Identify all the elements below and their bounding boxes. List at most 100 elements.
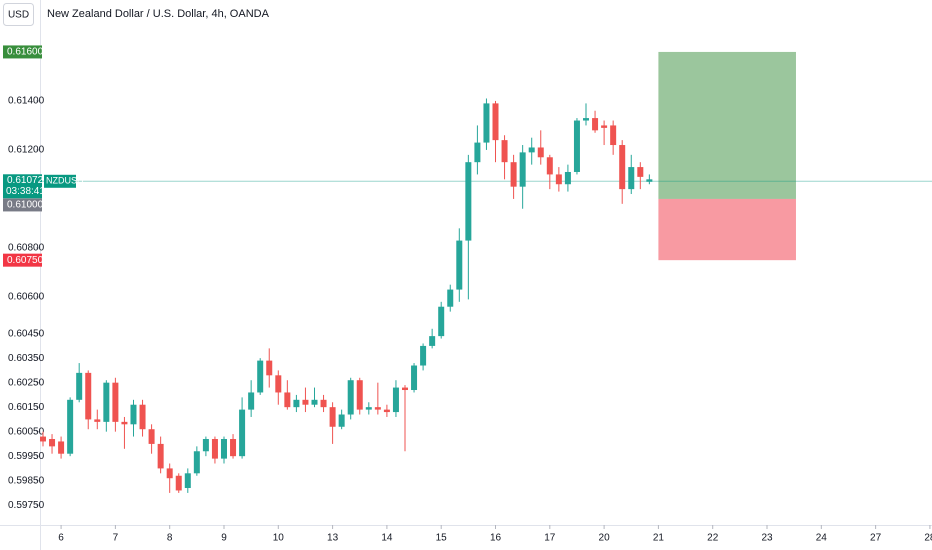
- candle-body: [248, 392, 255, 410]
- candle-body: [628, 167, 635, 190]
- candle-body: [365, 407, 372, 410]
- y-tick-label: 0.59850: [8, 475, 45, 486]
- last-price-label: 0.61072: [7, 175, 44, 186]
- candle-body: [67, 399, 74, 454]
- candle-body: [401, 387, 408, 391]
- candle-body: [184, 473, 191, 489]
- y-tick-label: 0.61400: [8, 96, 45, 107]
- candle-body: [166, 468, 173, 479]
- y-tick-label: 0.60150: [8, 402, 45, 413]
- x-tick-label: 6: [58, 533, 64, 544]
- entry-price-label: 0.61000: [7, 200, 44, 211]
- candle-body: [619, 145, 626, 190]
- target-price-label: 0.61600: [7, 47, 44, 58]
- candle-body: [456, 240, 463, 290]
- candle-body: [592, 118, 599, 131]
- last-price-box: [3, 174, 42, 199]
- candle-body: [284, 392, 291, 408]
- candle-body: [275, 375, 282, 393]
- candle-body: [537, 147, 544, 158]
- currency-box[interactable]: [3, 3, 34, 26]
- candle-body: [239, 409, 246, 457]
- x-tick-label: 24: [816, 533, 828, 544]
- y-tick-label: 0.60800: [8, 243, 45, 254]
- candle-body: [121, 421, 128, 425]
- y-tick-label: 0.59950: [8, 451, 45, 462]
- candle-body: [429, 336, 436, 346]
- y-tick-label: 0.60600: [8, 292, 45, 303]
- candle-body: [510, 162, 517, 187]
- x-tick-label: 20: [599, 533, 611, 544]
- stop-price-label-box: [3, 253, 42, 267]
- candle-body: [257, 360, 264, 393]
- candle-body: [157, 443, 164, 469]
- candle-body: [211, 439, 218, 459]
- x-tick-label: 7: [113, 533, 119, 544]
- candle-body: [85, 372, 92, 420]
- candle-body: [610, 125, 617, 146]
- candle-body: [175, 475, 182, 491]
- candle-body: [202, 439, 209, 452]
- candle-body: [49, 439, 56, 447]
- candle-body: [220, 439, 227, 459]
- profit-zone: [658, 51, 796, 199]
- candle-body: [637, 167, 644, 177]
- x-tick-label: 9: [221, 533, 227, 544]
- target-price-label-box: [3, 45, 42, 59]
- candle-body: [130, 404, 137, 425]
- candle-body: [601, 125, 608, 128]
- candle-body: [230, 439, 237, 457]
- candle-body: [411, 365, 418, 391]
- x-tick-label: 21: [653, 533, 665, 544]
- candle-body: [302, 399, 309, 405]
- candle-body: [58, 441, 65, 454]
- candle-body: [103, 382, 110, 422]
- candle-body: [374, 407, 381, 410]
- y-tick-label: 0.60050: [8, 426, 45, 437]
- y-tick-label: 0.59750: [8, 500, 45, 511]
- candle-body: [356, 380, 363, 410]
- candle-body: [392, 387, 399, 413]
- candle-body: [492, 103, 499, 141]
- candle-body: [519, 152, 526, 187]
- x-tick-label: 16: [490, 533, 502, 544]
- candle-body: [266, 360, 273, 376]
- candle-body: [112, 382, 119, 422]
- x-tick-label: 17: [544, 533, 556, 544]
- x-tick-label: 14: [381, 533, 393, 544]
- candle-body: [465, 162, 472, 241]
- x-tick-label: 10: [273, 533, 285, 544]
- candle-body: [564, 171, 571, 185]
- y-tick-label: 0.60250: [8, 377, 45, 388]
- candle-body: [94, 419, 101, 422]
- x-tick-label: 28: [924, 533, 932, 544]
- x-tick-label: 8: [167, 533, 173, 544]
- candle-body: [76, 372, 83, 400]
- candle-body: [438, 306, 445, 337]
- stop-price-label: 0.60750: [7, 255, 44, 266]
- symbol-label: NZDUSD: [46, 176, 84, 186]
- candle-body: [347, 380, 354, 415]
- candle-body: [646, 179, 653, 182]
- candle-body: [139, 404, 146, 430]
- x-tick-label: 22: [707, 533, 719, 544]
- candle-body: [546, 157, 553, 175]
- candle-body: [383, 409, 390, 413]
- candle-body: [420, 345, 427, 366]
- candle-body: [329, 407, 336, 427]
- entry-price-label-box: [3, 198, 42, 212]
- x-tick-label: 13: [327, 533, 339, 544]
- candle-body: [555, 174, 562, 185]
- candle-body: [320, 399, 327, 408]
- candle-body: [338, 414, 345, 427]
- currency: USD: [8, 10, 29, 21]
- candle-body: [39, 436, 46, 442]
- countdown-label: 03:38:41: [6, 186, 45, 197]
- candle-body: [583, 118, 590, 121]
- chart-title: New Zealand Dollar / U.S. Dollar, 4h, OA…: [47, 8, 270, 20]
- x-tick-label: 27: [870, 533, 882, 544]
- candle-body: [311, 399, 318, 405]
- candle-body: [193, 451, 200, 474]
- candle-body: [528, 147, 535, 153]
